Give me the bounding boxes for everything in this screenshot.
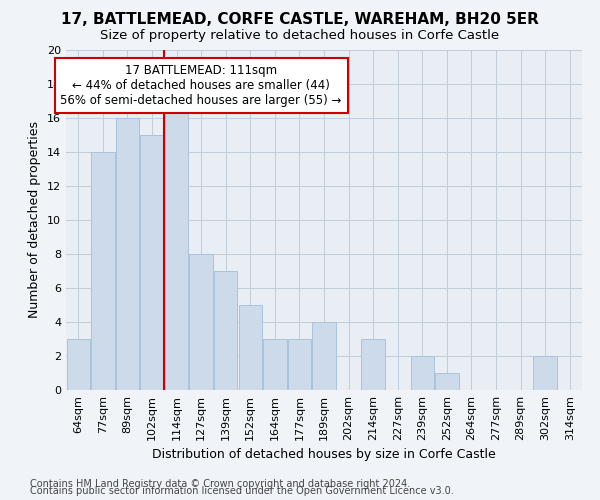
Bar [361, 339, 385, 390]
Text: 17, BATTLEMEAD, CORFE CASTLE, WAREHAM, BH20 5ER: 17, BATTLEMEAD, CORFE CASTLE, WAREHAM, B… [61, 12, 539, 28]
Bar [263, 339, 287, 390]
Bar [190, 254, 213, 390]
X-axis label: Distribution of detached houses by size in Corfe Castle: Distribution of detached houses by size … [152, 448, 496, 462]
Text: Contains public sector information licensed under the Open Government Licence v3: Contains public sector information licen… [30, 486, 454, 496]
Bar [214, 271, 238, 390]
Text: Size of property relative to detached houses in Corfe Castle: Size of property relative to detached ho… [100, 29, 500, 42]
Bar [165, 101, 188, 390]
Bar [288, 339, 311, 390]
Text: Contains HM Land Registry data © Crown copyright and database right 2024.: Contains HM Land Registry data © Crown c… [30, 479, 410, 489]
Bar [435, 373, 458, 390]
Y-axis label: Number of detached properties: Number of detached properties [28, 122, 41, 318]
Bar [67, 339, 90, 390]
Bar [116, 118, 139, 390]
Bar [313, 322, 335, 390]
Bar [533, 356, 557, 390]
Bar [239, 305, 262, 390]
Bar [91, 152, 115, 390]
Text: 17 BATTLEMEAD: 111sqm
← 44% of detached houses are smaller (44)
56% of semi-deta: 17 BATTLEMEAD: 111sqm ← 44% of detached … [61, 64, 342, 106]
Bar [140, 135, 164, 390]
Bar [410, 356, 434, 390]
